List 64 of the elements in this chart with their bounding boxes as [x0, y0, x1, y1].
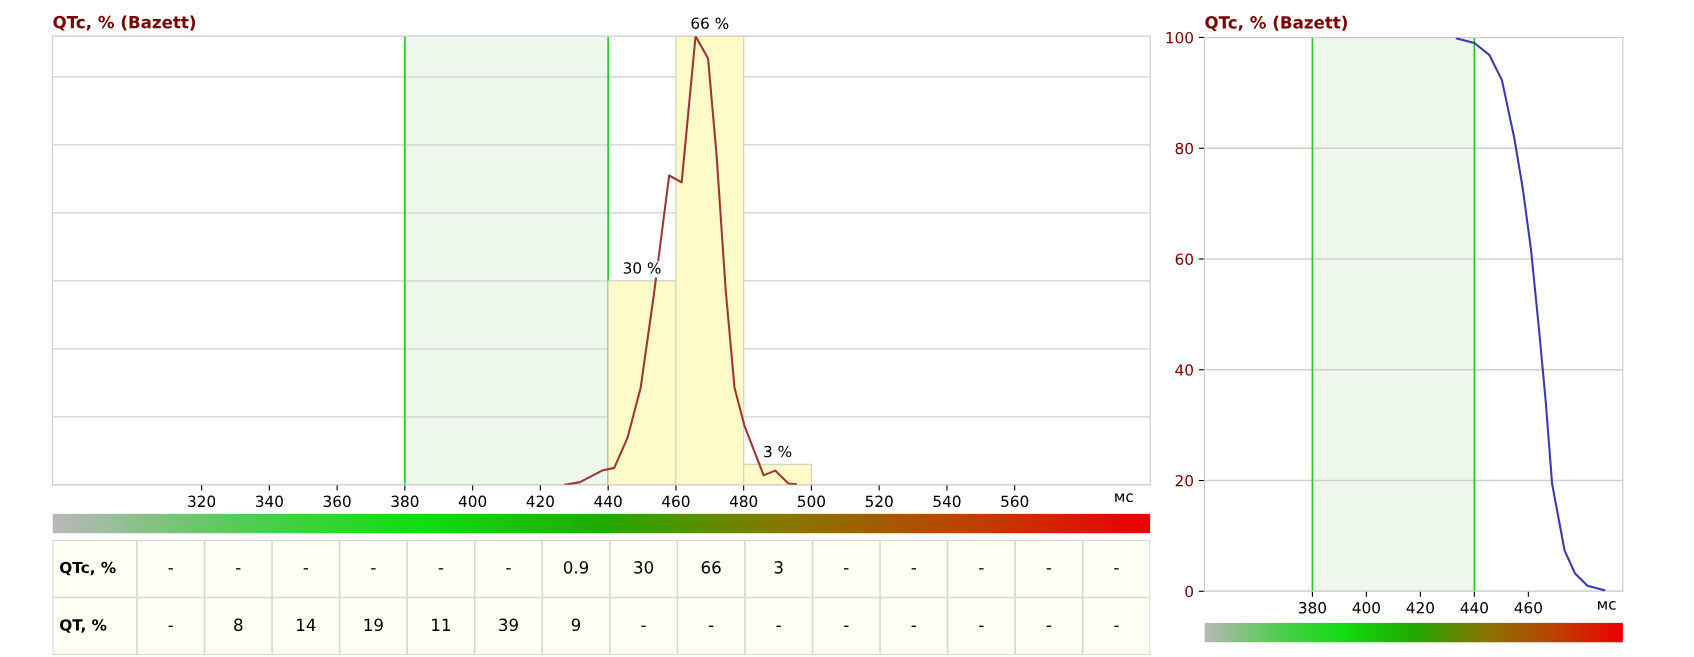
text: -: [371, 568, 376, 570]
text: -: [844, 568, 849, 570]
text: -: [506, 568, 511, 570]
x-tick-label: 440: [1460, 601, 1488, 614]
text: 39: [499, 618, 518, 632]
text: 30: [634, 561, 654, 574]
chart-title: QTc, % (Bazett): [1205, 15, 1347, 31]
data-label: 30 %: [623, 262, 661, 274]
text: -: [776, 625, 781, 627]
text: -: [708, 625, 714, 627]
x-tick-label: 460: [1514, 601, 1542, 614]
x-tick-label: 480: [729, 495, 758, 508]
y-tick-label: 20: [1175, 475, 1193, 487]
text: 3: [774, 561, 783, 574]
text: QTc, %: [60, 561, 116, 576]
text: -: [1046, 625, 1052, 627]
text: 14: [297, 618, 316, 631]
x-tick-label: 540: [933, 495, 961, 508]
line-series: [1455, 37, 1606, 592]
y-tick-label: 80: [1175, 142, 1193, 155]
x-tick-label: 520: [865, 495, 893, 508]
text: -: [911, 625, 916, 627]
x-tick-label: 420: [1406, 601, 1434, 614]
x-tick-label: 400: [1352, 601, 1380, 614]
x-tick-label: 400: [458, 495, 487, 508]
x-tick-label: 380: [391, 495, 419, 508]
x-tick-label: 560: [1001, 495, 1029, 508]
x-tick-label: 320: [188, 495, 216, 508]
data-label: 3 %: [764, 445, 792, 458]
text: -: [168, 568, 173, 570]
x-tick-label: 500: [798, 495, 825, 508]
text: -: [844, 625, 849, 627]
text: 66: [701, 561, 721, 574]
text: -: [168, 625, 173, 627]
text: -: [641, 625, 646, 627]
text: -: [979, 625, 984, 627]
text: -: [979, 568, 984, 570]
text: 19: [364, 618, 383, 632]
text: -: [1114, 625, 1119, 627]
x-tick-label: 440: [594, 495, 622, 508]
x-tick-label: 380: [1299, 601, 1326, 614]
y-tick-label: 100: [1166, 31, 1193, 44]
x-tick-label: 460: [662, 495, 690, 508]
text: -: [1046, 568, 1052, 570]
text: 8: [234, 618, 243, 632]
text: -: [1114, 568, 1119, 570]
chart-title: QTc, % (Bazett): [53, 15, 196, 31]
text: QT, %: [60, 619, 107, 633]
data-label: 66 %: [691, 17, 729, 30]
text: 11: [432, 618, 450, 631]
x-tick-label: 340: [255, 495, 283, 508]
y-tick-label: 40: [1175, 364, 1193, 376]
y-tick-label: 0: [1185, 585, 1193, 598]
x-axis-title: мс: [1598, 601, 1616, 610]
text: -: [438, 568, 444, 570]
y-tick-label: 60: [1175, 253, 1193, 266]
text: 9: [571, 618, 581, 632]
text: 0.9: [563, 561, 589, 574]
x-axis-title: мс: [1115, 493, 1133, 503]
text: -: [911, 568, 916, 570]
text: -: [303, 568, 309, 570]
text: -: [236, 568, 241, 570]
x-tick-label: 360: [323, 495, 351, 508]
x-tick-label: 420: [526, 495, 554, 508]
